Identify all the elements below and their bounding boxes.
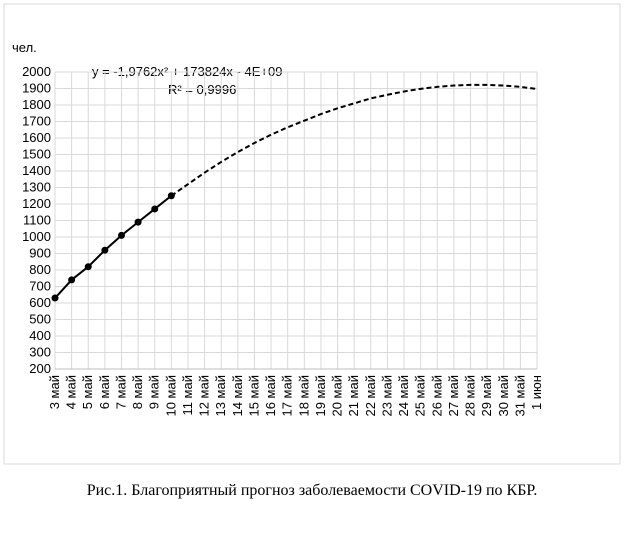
y-tick-label: 1800 [22, 97, 51, 112]
y-tick-label: 1700 [22, 114, 51, 129]
trend-r2: R² = 0,9996 [168, 82, 236, 97]
x-tick-label: 24 май [396, 375, 411, 417]
x-tick-label: 12 май [197, 375, 212, 417]
data-point [68, 276, 76, 284]
x-tick-label: 4 май [64, 375, 79, 409]
x-tick-label: 10 май [163, 375, 178, 417]
x-tick-label: 30 май [496, 375, 511, 417]
x-tick-label: 22 май [363, 375, 378, 417]
data-point [84, 263, 92, 271]
x-tick-label: 17 май [280, 375, 295, 417]
x-tick-label: 21 май [346, 375, 361, 417]
x-tick-label: 14 май [230, 375, 245, 417]
data-point [101, 246, 109, 254]
x-tick-label: 8 май [130, 375, 145, 409]
y-tick-label: 1200 [22, 196, 51, 211]
x-tick-label: 19 май [313, 375, 328, 417]
x-tick-label: 13 май [213, 375, 228, 417]
y-tick-label: 1300 [22, 180, 51, 195]
y-tick-label: 1500 [22, 147, 51, 162]
y-tick-label: 800 [29, 262, 51, 277]
x-tick-label: 5 май [80, 375, 95, 409]
y-tick-label: 1400 [22, 163, 51, 178]
x-tick-label: 31 май [512, 375, 527, 417]
caption: Рис.1. Благоприятный прогноз заболеваемо… [87, 482, 538, 499]
y-tick-label: 600 [29, 295, 51, 310]
y-axis-label: чел. [12, 40, 37, 55]
data-point [151, 205, 159, 213]
x-tick-label: 7 май [113, 375, 128, 409]
x-tick-label: 29 май [479, 375, 494, 417]
line-series [54, 194, 172, 299]
x-tick-label: 20 май [330, 375, 345, 417]
x-tick-label: 3 май [47, 375, 62, 409]
y-tick-label: 2000 [22, 64, 51, 79]
x-tick-label: 25 май [413, 375, 428, 417]
data-point [117, 231, 125, 239]
data-point [51, 294, 59, 302]
y-tick-label: 1100 [23, 213, 51, 228]
y-tick-label: 500 [29, 312, 51, 327]
x-tick-label: 1 июн [529, 375, 544, 410]
y-tick-label: 300 [29, 345, 51, 360]
x-tick-label: 11 май [180, 375, 195, 416]
x-tick-label: 27 май [446, 375, 461, 417]
x-tick-label: 23 май [379, 375, 394, 417]
y-tick-label: 900 [29, 246, 51, 261]
x-tick-label: 18 май [296, 375, 311, 417]
x-tick-label: 9 май [147, 375, 162, 409]
x-tick-label: 6 май [97, 375, 112, 409]
y-tick-label: 200 [29, 361, 51, 376]
x-tick-label: 26 май [429, 375, 444, 417]
y-tick-label: 1600 [22, 130, 51, 145]
y-tick-label: 700 [29, 279, 51, 294]
chart-border [3, 3, 621, 465]
x-tick-label: 16 май [263, 375, 278, 417]
y-tick-label: 1000 [22, 229, 51, 244]
x-tick-label: 28 май [463, 375, 478, 417]
y-tick-label: 400 [29, 328, 51, 343]
line-series [170, 83, 538, 197]
x-tick-label: 15 май [246, 375, 261, 417]
y-tick-label: 1900 [22, 81, 51, 96]
data-point [134, 218, 142, 226]
